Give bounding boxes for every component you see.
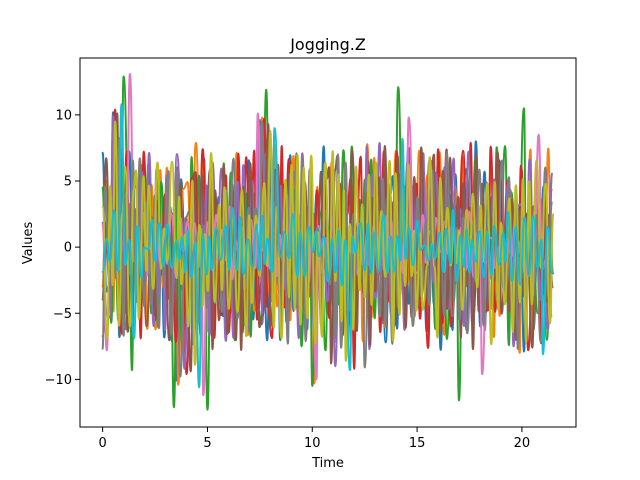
x-axis-title: Time bbox=[311, 456, 344, 471]
plot-frame bbox=[79, 57, 577, 428]
y-tick-label: 5 bbox=[64, 175, 72, 190]
x-tick-label: 20 bbox=[514, 436, 531, 451]
x-tick-label: 5 bbox=[203, 436, 211, 451]
chart-title: Jogging.Z bbox=[289, 35, 366, 54]
series-layer bbox=[101, 72, 555, 411]
y-axis-title: Values bbox=[21, 222, 36, 265]
series-line-9 bbox=[101, 120, 555, 366]
y-tick-label: 10 bbox=[55, 108, 72, 123]
x-tick-label: 0 bbox=[99, 436, 107, 451]
series-line-10 bbox=[101, 103, 554, 389]
y-axis: −10 −5 0 5 10 bbox=[45, 108, 80, 388]
x-tick-label: 15 bbox=[409, 436, 426, 451]
x-axis: 0 5 10 15 20 bbox=[99, 427, 531, 451]
x-tick-label: 10 bbox=[304, 436, 321, 451]
y-tick-label: 0 bbox=[64, 241, 72, 256]
y-tick-label: −5 bbox=[53, 307, 72, 322]
y-tick-label: −10 bbox=[45, 373, 72, 388]
